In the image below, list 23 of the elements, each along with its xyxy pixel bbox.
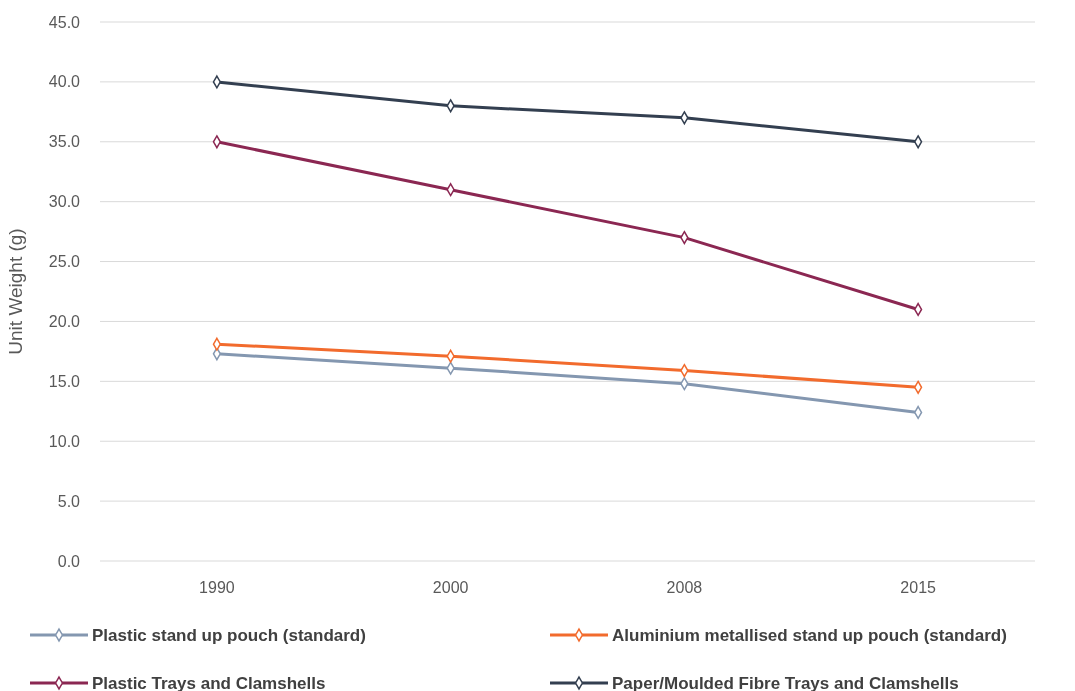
y-tick-label: 20.0 [48, 313, 81, 331]
point [212, 347, 222, 361]
legend-label: Aluminium metallised stand up pouch (standard) [612, 625, 1007, 645]
y-axis-title: Unit Weight (g) [5, 228, 26, 355]
y-tick-label: 10.0 [48, 432, 81, 450]
x-tick-label: 2015 [900, 579, 937, 596]
y-tick-label: 30.0 [48, 193, 81, 211]
y-tick-label: 15.0 [48, 372, 81, 390]
y-tick-label: 5.0 [57, 492, 81, 510]
point [913, 380, 923, 394]
point [212, 337, 222, 351]
x-tick-label: 1990 [199, 579, 235, 596]
point [212, 75, 222, 89]
y-tick-label: 40.0 [48, 73, 81, 91]
x-tick-label: 2000 [432, 579, 469, 596]
x-tick-label: 2008 [666, 579, 703, 596]
point [913, 135, 923, 149]
legend-label: Plastic stand up pouch (standard) [92, 625, 366, 645]
y-tick-label: 25.0 [48, 253, 81, 271]
y-tick-label: 35.0 [48, 133, 81, 151]
y-tick-label: 45.0 [48, 13, 81, 31]
point [212, 135, 222, 149]
y-tick-label: 0.0 [57, 552, 81, 570]
